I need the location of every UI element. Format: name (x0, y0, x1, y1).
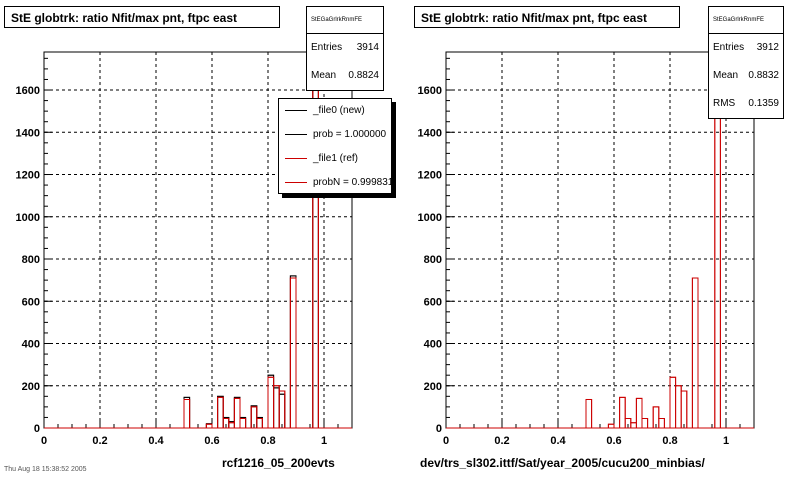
y-tick-label: 400 (22, 339, 40, 351)
y-tick-label: 1400 (16, 127, 40, 139)
histogram-bin (278, 390, 286, 429)
histogram-bin (607, 423, 615, 429)
x-tick-label: 0.8 (260, 435, 275, 447)
y-tick-label: 200 (424, 381, 442, 393)
x-tick-label: 0 (41, 435, 47, 447)
x-axis-label: dev/trs_sl302.ittf/Sat/year_2005/cucu200… (420, 456, 705, 470)
histogram-bin (680, 390, 688, 429)
histogram-pad-left: 0 0.2 0.4 0.6 0.8 1 0 200 400 600 800 1000 1200 1400 1… (4, 6, 392, 473)
stats-label: Entries (713, 42, 745, 53)
stats-label: RMS (713, 98, 736, 109)
histogram-bin (619, 396, 626, 429)
y-tick-label: 1200 (418, 170, 442, 182)
x-tick-label: 0.4 (550, 435, 566, 447)
stats-title: StEGaGrlrkRnmFE (307, 7, 383, 34)
x-tick-label: 0.2 (494, 435, 509, 447)
plot-area: 0 0.2 0.4 0.6 0.8 1 0 200 400 600 800 1000 1200 1400 1… (418, 51, 755, 447)
legend-label: probN = 0.999831 (313, 177, 392, 188)
histogram-title: StE globtrk: ratio Nfit/max pnt, ftpc ea… (4, 6, 280, 28)
legend-entry: prob = 1.000000 (279, 123, 391, 147)
y-tick-label: 400 (424, 339, 442, 351)
stats-value: 3912 (756, 42, 779, 53)
y-tick-label: 1400 (418, 127, 442, 139)
y-tick-label: 1200 (16, 170, 40, 182)
histogram-right-plot: 0 0.2 0.4 0.6 0.8 1 0 200 400 600 800 1000 1200 1400 1… (418, 51, 755, 447)
x-tick-label: 0 (443, 435, 449, 447)
x-tick-label: 0.8 (662, 435, 677, 447)
x-tick-label: 0.6 (204, 435, 219, 447)
legend-entry: _file0 (new) (279, 99, 391, 123)
histogram-bin (635, 397, 643, 429)
histogram-bin (658, 417, 665, 429)
stats-value: 0.8824 (348, 70, 379, 81)
stats-label: Entries (311, 42, 343, 53)
histogram-bin (641, 417, 649, 429)
legend: _file0 (new) prob = 1.000000 _file1 (ref… (278, 98, 392, 194)
histogram-bin (205, 423, 213, 429)
stats-mean-row: Mean 0.8832 (709, 62, 783, 90)
stats-box: StEGaGrlrkRnmFE Entries 3914 Mean 0.8824 (306, 6, 384, 91)
histogram-bin (652, 406, 660, 429)
stats-value: 3914 (356, 42, 379, 53)
x-tick-label: 0.6 (606, 435, 621, 447)
x-tick-label: 1 (321, 435, 327, 447)
plot-frame (445, 51, 755, 429)
x-tick-label: 0.2 (92, 435, 107, 447)
histogram-bin (233, 397, 241, 429)
legend-label: _file1 (ref) (313, 153, 359, 164)
stats-box: StEGaGrlrkRnmFE Entries 3912 Mean 0.8832… (708, 6, 784, 119)
y-tick-label: 1600 (418, 85, 442, 97)
y-tick-label: 0 (34, 423, 40, 435)
stats-value: 0.8832 (748, 70, 779, 81)
y-tick-label: 0 (436, 423, 442, 435)
y-tick-label: 600 (424, 296, 442, 308)
y-tick-label: 1000 (16, 212, 40, 224)
legend-label: prob = 1.000000 (313, 129, 387, 140)
histogram-bin (585, 398, 593, 429)
histogram-title: StE globtrk: ratio Nfit/max pnt, ftpc ea… (414, 6, 680, 28)
stats-label: Mean (713, 70, 739, 81)
footer-timestamp: Thu Aug 18 15:38:52 2005 (4, 466, 87, 473)
x-tick-label: 0.4 (148, 435, 164, 447)
histogram-bin (239, 417, 247, 429)
histogram-pad-right: 0 0.2 0.4 0.6 0.8 1 0 200 400 600 800 1000 1200 1400 1… (400, 0, 800, 480)
legend-label: _file0 (new) (313, 105, 365, 116)
y-tick-label: 800 (22, 254, 40, 266)
histogram-bin (250, 406, 258, 429)
stats-entries-row: Entries 3914 (307, 34, 383, 62)
histogram-bin (217, 396, 224, 429)
y-tick-label: 200 (22, 381, 40, 393)
x-tick-label: 1 (723, 435, 729, 447)
histogram-bin (256, 417, 263, 429)
stats-entries-row: Entries 3912 (709, 34, 783, 62)
y-tick-label: 600 (22, 296, 40, 308)
y-tick-label: 1000 (418, 212, 442, 224)
stats-label: Mean (311, 70, 337, 81)
histogram-bin (289, 277, 297, 429)
legend-entry: probN = 0.999831 (279, 171, 392, 193)
x-axis-label: rcf1216_05_200evts (222, 456, 335, 470)
y-tick-label: 1600 (16, 85, 40, 97)
y-tick-label: 800 (424, 254, 442, 266)
stats-mean-row: Mean 0.8824 (307, 62, 383, 90)
stats-value: 0.1359 (748, 98, 779, 109)
histogram-bin (691, 277, 699, 429)
stats-title: StEGaGrlrkRnmFE (709, 7, 783, 34)
histogram-bin (183, 398, 191, 429)
legend-entry: _file1 (ref) (279, 147, 391, 171)
stats-rms-row: RMS 0.1359 (709, 90, 783, 118)
